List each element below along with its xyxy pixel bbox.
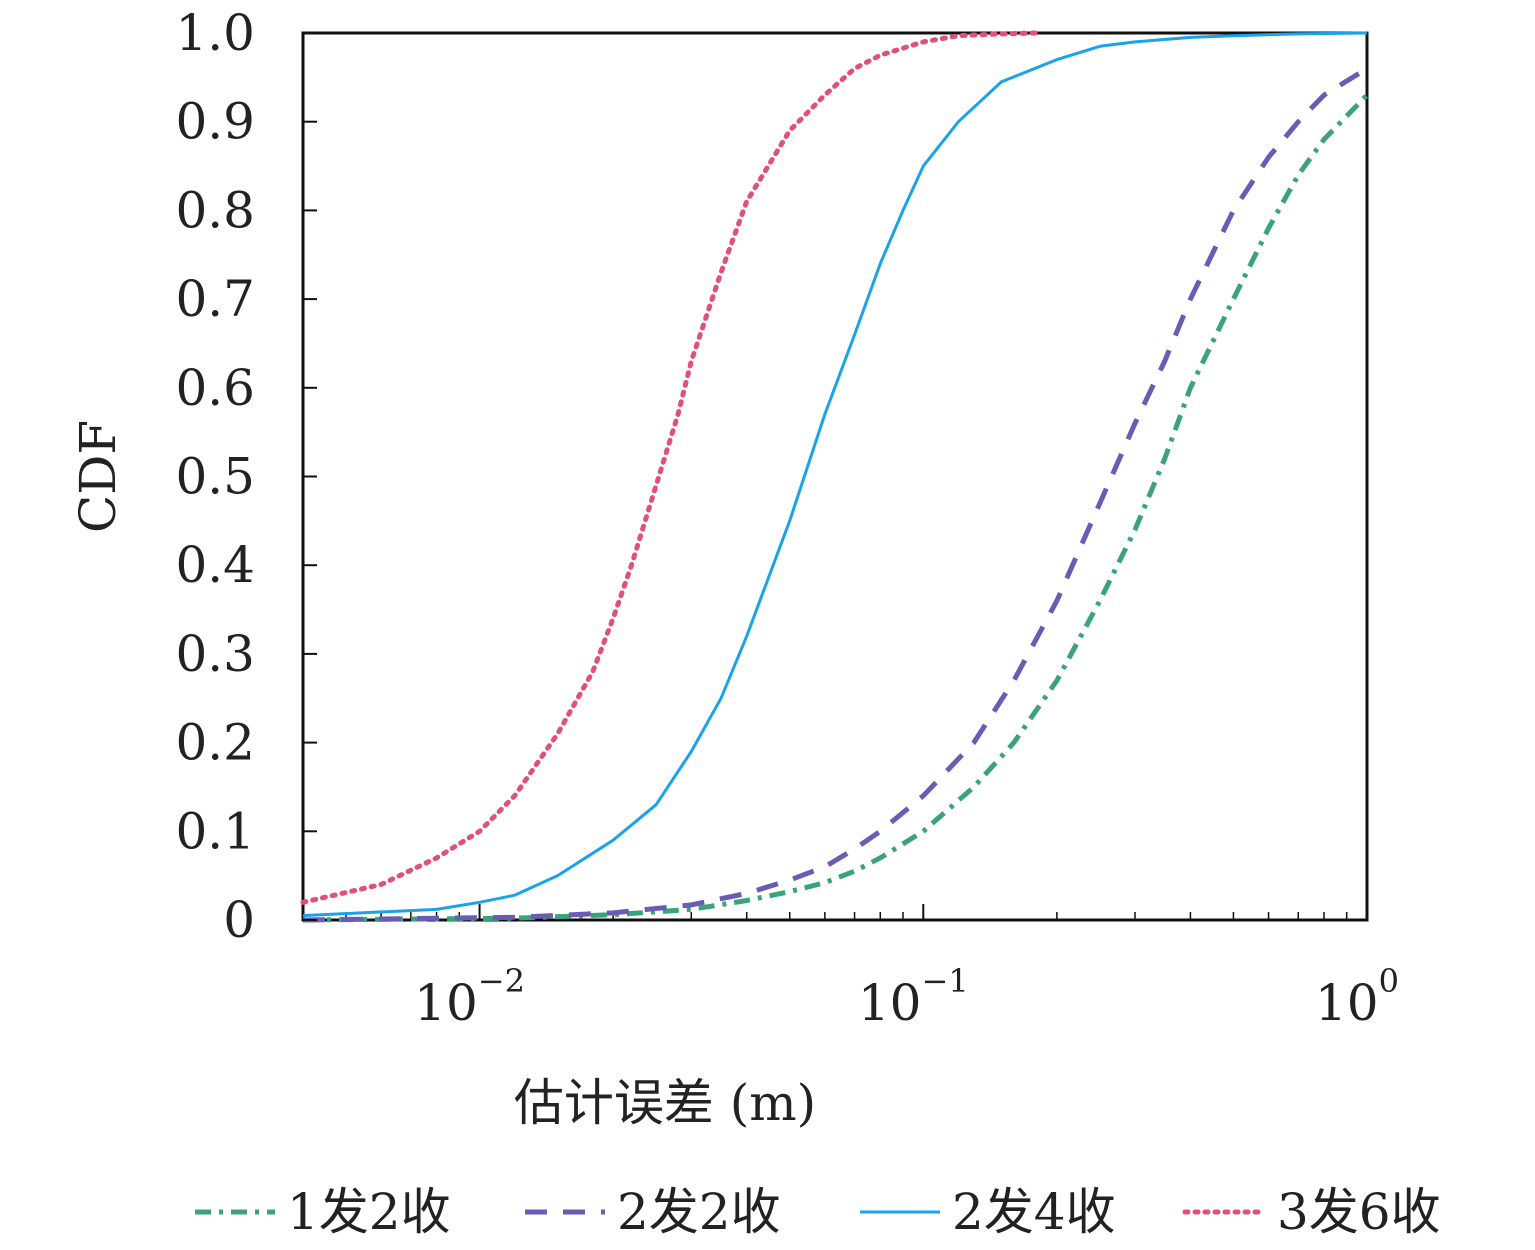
plot-frame	[301, 31, 1369, 922]
series-line-3	[300, 30, 1040, 905]
x-tick-base: 10	[1315, 974, 1379, 1032]
x-tick-label: 10−1	[858, 962, 969, 1032]
plot-area	[300, 30, 1369, 923]
series-line-2	[302, 31, 1368, 918]
y-tick-label: 0.6	[175, 359, 255, 417]
y-tick-label: 0.3	[175, 625, 255, 683]
series-line-0	[302, 93, 1369, 923]
x-tick-exponent: 0	[1379, 962, 1399, 1000]
x-tick-base: 10	[414, 974, 478, 1032]
y-tick-label: 0.7	[175, 270, 255, 328]
x-tick-label: 10−2	[414, 962, 525, 1032]
x-tick-exponent: −2	[478, 962, 525, 1000]
y-tick-label: 0	[223, 891, 255, 949]
series-line-1	[302, 66, 1369, 923]
y-tick-label: 0.2	[175, 714, 255, 772]
legend-label-0: 1发2收	[287, 1183, 451, 1241]
legend-label-3: 3发6收	[1277, 1183, 1441, 1241]
y-axis-title: CDF	[69, 420, 127, 533]
x-tick-base: 10	[858, 974, 922, 1032]
legend-label-1: 2发2收	[617, 1183, 781, 1241]
y-axis-ticks: 0 0.1 0.2 0.3 0.4 0.5 0.6 0.7 0.8 0.9 1.0	[175, 4, 317, 949]
y-tick-label: 0.8	[175, 181, 255, 239]
y-tick-label: 1.0	[175, 4, 255, 62]
x-minor-ticks	[345, 912, 1348, 920]
y-tick-label: 0.5	[175, 448, 255, 506]
x-axis-title: 估计误差 (m)	[514, 1074, 816, 1132]
series-layer	[300, 30, 1369, 923]
x-tick-exponent: −1	[922, 962, 969, 1000]
y-tick-label: 0.4	[175, 536, 255, 594]
y-tick-label: 0.1	[175, 802, 255, 860]
legend-label-2: 2发4收	[952, 1183, 1116, 1241]
x-axis-ticks: 10−2 10−1 100	[414, 904, 1399, 1032]
x-tick-label: 100	[1315, 962, 1399, 1032]
y-tick-label: 0.9	[175, 93, 255, 151]
legend: 1发2收 2发2收 2发4收 3发6收	[195, 1183, 1441, 1241]
